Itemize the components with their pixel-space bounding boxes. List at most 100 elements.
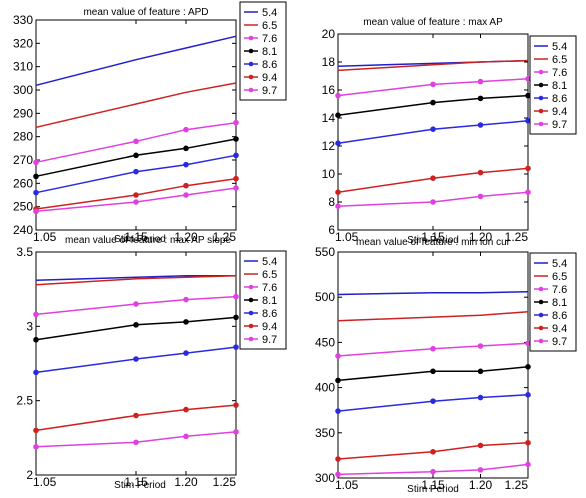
data-point-9.4 [430, 448, 436, 455]
data-point-8.1 [477, 368, 484, 375]
legend-marker [538, 325, 544, 331]
data-point-9.4 [233, 175, 239, 182]
legend-marker [248, 87, 254, 93]
data-point-8.6 [477, 122, 484, 128]
series-line-6.5 [35, 82, 237, 129]
series-line-9.7 [337, 191, 529, 207]
data-point-9.4 [183, 182, 189, 189]
legend-label: 6.5 [262, 20, 277, 32]
data-point-7.6 [233, 293, 239, 300]
data-point-8.6 [133, 168, 139, 175]
x-tick-label: 1.15 [124, 230, 148, 244]
y-tick-label: 320 [13, 36, 33, 50]
data-point-8.1 [183, 145, 189, 152]
data-point-9.7 [525, 461, 531, 468]
data-point-9.7 [525, 189, 531, 195]
data-point-9.4 [133, 192, 139, 198]
data-point-9.7 [33, 208, 39, 215]
data-point-8.1 [430, 99, 436, 106]
legend-marker [248, 323, 254, 329]
chart-panel-1: mean value of feature : APD 240 250 260 270 2… [13, 1, 287, 245]
legend-label: 7.6 [262, 33, 277, 45]
data-point-7.6 [233, 119, 239, 126]
legend-label: 8.6 [262, 308, 277, 320]
chart-title: mean value of feature : min ion cur [356, 237, 511, 248]
legend-label: 9.4 [552, 323, 567, 335]
series-line-9.4 [337, 167, 529, 193]
y-tick-label: 280 [13, 130, 33, 144]
data-point-7.6 [33, 311, 39, 318]
series-line-6.5 [35, 275, 237, 286]
x-axis-label: Stim Period [114, 480, 166, 491]
legend-marker [248, 74, 254, 80]
legend-marker [248, 61, 254, 67]
data-point-9.4 [33, 427, 39, 434]
data-point-8.6 [183, 161, 189, 168]
data-point-7.6 [133, 301, 139, 307]
data-point-9.4 [335, 456, 341, 462]
legend-label: 8.1 [552, 297, 567, 309]
series-line-7.6 [337, 342, 529, 357]
y-tick-label: 20 [322, 27, 336, 41]
data-point-8.6 [183, 350, 189, 356]
legend-label: 7.6 [262, 282, 277, 294]
chart-title: mean value of feature : APD [83, 7, 208, 18]
data-point-7.6 [335, 353, 341, 359]
data-point-8.6 [477, 394, 484, 401]
legend-marker [248, 48, 254, 54]
x-axis-label: Stim Period [114, 234, 166, 245]
y-tick-label: 290 [13, 106, 33, 120]
x-tick-label: 1.15 [124, 475, 148, 489]
series-line-9.7 [337, 463, 529, 476]
y-tick-label: 270 [13, 153, 33, 167]
data-point-9.7 [477, 467, 484, 473]
legend-marker [248, 297, 254, 303]
legend-label: 6.5 [552, 54, 567, 66]
series-line-8.1 [35, 138, 237, 178]
y-tick-label: 3.5 [16, 245, 33, 259]
series-line-7.6 [35, 295, 237, 316]
legend-label: 7.6 [552, 67, 567, 79]
data-point-8.1 [335, 377, 341, 384]
legend-label: 6.5 [552, 271, 567, 283]
data-point-8.1 [335, 112, 341, 118]
x-tick-label: 1.05 [335, 230, 359, 244]
plot-frame [35, 19, 237, 231]
legend-marker [538, 312, 544, 318]
data-point-7.6 [477, 343, 484, 349]
legend-marker [538, 95, 544, 101]
data-point-7.6 [477, 78, 484, 85]
series-line-9.4 [35, 404, 237, 432]
x-tick-label: 1.15 [421, 478, 445, 492]
data-point-8.1 [33, 336, 39, 343]
data-point-8.6 [335, 140, 341, 146]
chart-panel-2: mean value of feature : max AP 6 8 10 12 14 16… [322, 17, 577, 246]
legend-label: 8.6 [552, 310, 567, 322]
data-point-9.7 [133, 439, 139, 446]
legend-label: 8.1 [262, 46, 277, 58]
data-point-8.6 [335, 408, 341, 414]
series-line-8.6 [337, 394, 529, 412]
data-point-7.6 [183, 126, 189, 133]
x-axis-label: Stim Period [407, 484, 459, 495]
series-line-8.6 [35, 346, 237, 374]
x-tick-label: 1.25 [213, 475, 237, 489]
legend-marker [538, 121, 544, 127]
legend-label: 9.4 [262, 72, 277, 84]
data-point-8.1 [183, 319, 189, 325]
data-point-9.7 [335, 471, 341, 478]
data-point-8.1 [430, 368, 436, 375]
data-point-9.7 [183, 192, 189, 198]
data-point-7.6 [335, 92, 341, 99]
data-point-7.6 [430, 345, 436, 352]
data-point-8.6 [133, 356, 139, 362]
y-tick-label: 6 [328, 223, 335, 237]
series-line-5.4 [35, 35, 237, 87]
data-point-9.7 [183, 433, 189, 440]
series-line-7.6 [337, 78, 529, 97]
data-point-9.7 [430, 199, 436, 205]
data-point-8.1 [477, 95, 484, 102]
data-point-8.1 [525, 364, 531, 370]
data-point-8.1 [233, 136, 239, 142]
y-tick-label: 310 [13, 60, 33, 74]
